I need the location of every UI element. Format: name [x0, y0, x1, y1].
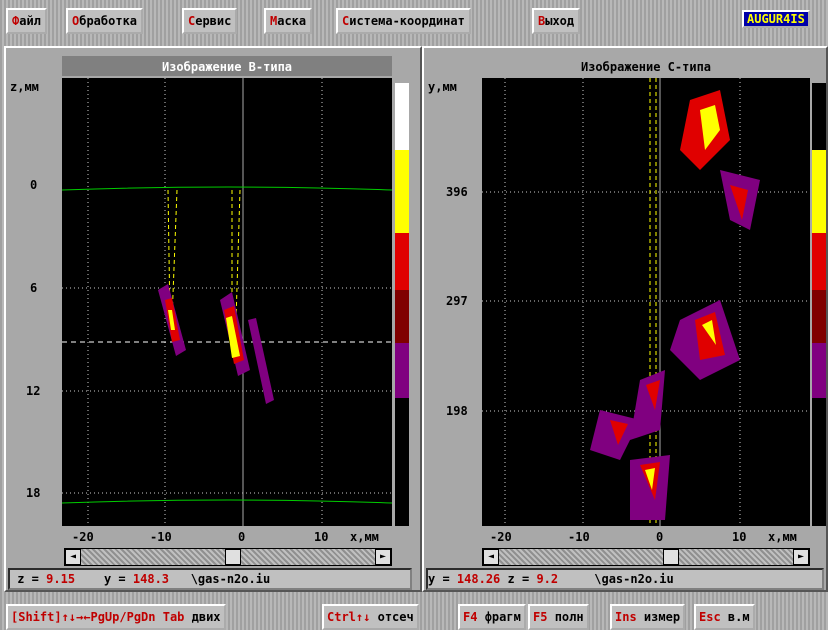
- axis-label: x,мм: [768, 530, 797, 544]
- scrollbar[interactable]: ◄►: [482, 548, 810, 566]
- tick-label: 10: [314, 530, 328, 544]
- function-key[interactable]: Ctrl↑↓ отсеч: [322, 604, 419, 630]
- function-key[interactable]: F5 полн: [528, 604, 589, 630]
- function-key[interactable]: [Shift]↑↓→←PgUp/PgDn Tab двих: [6, 604, 226, 630]
- function-key[interactable]: Esc в.м: [694, 604, 755, 630]
- tick-label: -10: [150, 530, 172, 544]
- tick-label: 0: [30, 178, 37, 192]
- tick-label: -10: [568, 530, 590, 544]
- status-line: z = 9.15 y = 148.3 \gas-n2o.iu: [8, 568, 412, 590]
- panel-title: Изображение B-типа: [0, 60, 454, 74]
- tick-label: 297: [446, 294, 468, 308]
- tick-label: 0: [238, 530, 245, 544]
- tick-label: 10: [732, 530, 746, 544]
- tick-label: -20: [72, 530, 94, 544]
- tick-label: 198: [446, 404, 468, 418]
- axis-label: x,мм: [350, 530, 379, 544]
- scrollbar[interactable]: ◄►: [64, 548, 392, 566]
- tick-label: 0: [656, 530, 663, 544]
- function-key[interactable]: F4 фрагм: [458, 604, 526, 630]
- tick-label: 18: [26, 486, 40, 500]
- plots: [0, 0, 828, 630]
- axis-label: z,мм: [10, 80, 39, 94]
- panel-title: Изображение С-типа: [482, 60, 810, 74]
- tick-label: 12: [26, 384, 40, 398]
- status-line: y = 148.26 z = 9.2 \gas-n2o.iu: [426, 568, 824, 590]
- tick-label: 6: [30, 281, 37, 295]
- screen: Файл Обработка Сервис Маска Система-коор…: [0, 0, 828, 630]
- function-key[interactable]: Ins измер: [610, 604, 685, 630]
- axis-label: y,мм: [428, 80, 457, 94]
- tick-label: 396: [446, 185, 468, 199]
- tick-label: -20: [490, 530, 512, 544]
